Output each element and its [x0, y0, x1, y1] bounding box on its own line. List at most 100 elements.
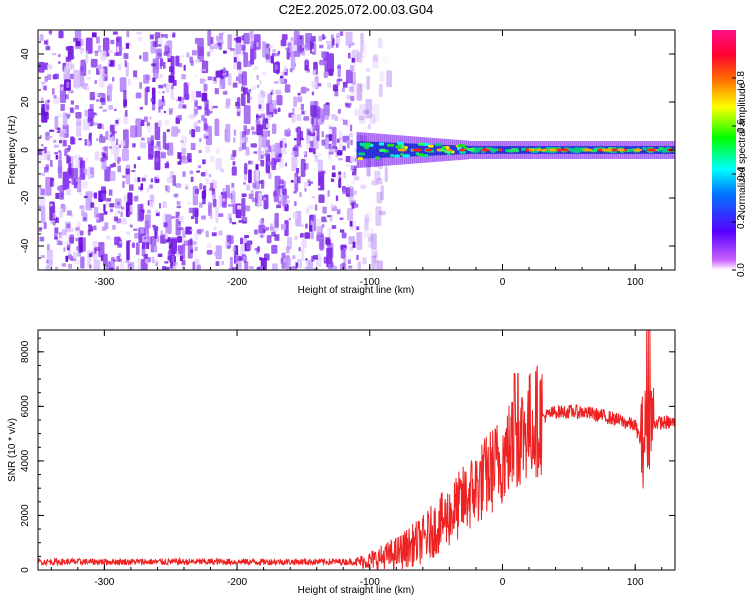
spectrogram-noise-cell — [334, 147, 338, 153]
spectrogram-noise-cell — [285, 246, 290, 254]
spectrogram-noise-cell — [40, 205, 46, 224]
spectrogram-noise-cell — [145, 86, 150, 93]
spectrogram-noise-cell — [180, 140, 184, 143]
colorbar-tick-label: 0.0 — [736, 263, 747, 277]
spectrogram-noise-cell — [258, 104, 262, 109]
spectrogram-noise-cell — [314, 204, 318, 211]
spectrogram-noise-cell — [350, 124, 353, 132]
spectrogram-noise-cell — [338, 158, 343, 161]
spectrogram-noise-cell — [136, 31, 142, 35]
snr-plot-area — [38, 330, 675, 570]
spectrogram-noise-cell — [285, 47, 291, 51]
spectrogram-noise-cell — [367, 123, 372, 130]
spectrogram-noise-cell — [321, 51, 326, 58]
spectrogram-noise-cell — [241, 254, 247, 257]
spectrogram-noise-cell — [346, 94, 352, 100]
spectrogram-noise-cell — [165, 143, 170, 150]
spectrogram-noise-cell — [232, 150, 237, 157]
spectrogram-noise-cell — [107, 59, 111, 64]
spectrogram-noise-cell — [338, 147, 341, 150]
spectrogram-noise-cell — [339, 229, 345, 233]
spectrogram-noise-cell — [350, 165, 355, 170]
spectrogram-signal-streak — [490, 148, 499, 152]
spectrogram-noise-cell — [246, 128, 251, 133]
spectrogram-noise-cell — [278, 153, 283, 158]
spectrogram-noise-cell — [93, 192, 98, 199]
spectrogram-noise-cell — [231, 182, 235, 189]
spectrogram-noise-cell — [65, 46, 70, 51]
spectrogram-noise-cell — [68, 263, 73, 269]
spectrogram-noise-cell — [41, 84, 44, 88]
spectrogram-noise-cell — [60, 208, 64, 215]
spectrogram-noise-cell — [347, 259, 351, 264]
spectrogram-noise-cell — [290, 37, 294, 41]
spectrogram-noise-cell — [60, 87, 64, 91]
spectrogram-noise-cell — [165, 214, 172, 234]
spectrogram-noise-cell — [180, 55, 185, 58]
spectrogram-noise-cell — [41, 150, 45, 155]
spectrogram-noise-cell — [187, 159, 192, 163]
spectrogram-noise-cell — [242, 137, 248, 142]
spectrogram-noise-cell — [54, 129, 59, 132]
spectrogram-noise-cell — [150, 135, 154, 142]
spectrogram-noise-cell — [77, 185, 80, 190]
spectrogram-noise-cell — [61, 229, 67, 236]
spectrogram-noise-cell — [223, 67, 226, 73]
spectrogram-noise-cell — [284, 162, 288, 167]
spectrogram-noise-cell — [94, 52, 99, 57]
spectrogram-noise-cell — [313, 268, 318, 270]
spectrogram-noise-cell — [364, 217, 371, 223]
spectrogram-noise-cell — [117, 201, 120, 206]
spectrogram-noise-cell — [258, 79, 262, 85]
spectrogram-noise-cell — [80, 66, 84, 72]
spectrogram-noise-cell — [276, 204, 281, 209]
spectrogram-noise-cell — [55, 266, 59, 270]
spectrogram-noise-cell — [241, 193, 247, 198]
spectrogram-noise-cell — [110, 39, 115, 45]
spectrogram-noise-cell — [146, 122, 150, 127]
spectrogram-noise-cell — [158, 44, 162, 47]
spectrogram-noise-cell — [165, 185, 168, 191]
spectrogram-noise-cell — [86, 77, 91, 80]
spectrogram-noise-cell — [348, 44, 351, 49]
spectrogram-noise-cell — [281, 72, 285, 78]
spectrogram-noise-cell — [345, 187, 351, 197]
spectrogram-noise-cell — [189, 170, 194, 175]
spectrogram-noise-cell — [121, 218, 127, 225]
spectrogram-noise-cell — [336, 37, 341, 44]
spectrogram-noise-cell — [141, 119, 145, 127]
spectrogram-noise-cell — [260, 159, 265, 167]
spectrogram-noise-cell — [135, 92, 142, 99]
spectrogram-noise-cell — [89, 91, 96, 101]
spectrogram-noise-cell — [233, 38, 238, 41]
spectrogram-noise-cell — [275, 89, 282, 95]
spectrogram-noise-cell — [204, 123, 209, 130]
spectrogram-noise-cell — [156, 235, 160, 243]
spectrogram-noise-cell — [210, 155, 215, 163]
spectrogram-noise-cell — [100, 255, 104, 262]
spectrogram-noise-cell — [212, 105, 218, 109]
spectrogram-noise-cell — [261, 101, 264, 104]
spectrogram-noise-cell — [102, 153, 107, 158]
spectrogram-noise-cell — [165, 33, 168, 39]
spectrogram-noise-cell — [178, 63, 183, 68]
snr-x-ticks: -300 -200 -100 0 100 — [50, 330, 663, 588]
spectrogram-noise-cell — [369, 113, 376, 125]
spectrogram-noise-cell — [194, 75, 198, 78]
spectrogram-noise-cell — [313, 255, 318, 259]
spectrogram-noise-cell — [326, 41, 331, 44]
spectrogram-noise-cell — [113, 131, 117, 134]
spectrogram-noise-cell — [148, 154, 153, 159]
spectrogram-noise-cell — [234, 255, 240, 261]
spectrogram-noise-cell — [282, 188, 287, 196]
spectrogram-noise-cell — [151, 104, 156, 111]
spectrogram-noise-cell — [229, 217, 232, 224]
spectrogram-noise-cell — [337, 108, 341, 114]
spectrogram-x-label: Height of straight line (km) — [298, 285, 415, 296]
spectrogram-noise-cell — [222, 187, 225, 193]
spectrogram-noise-cell — [342, 119, 348, 125]
spectrogram-noise-cell — [336, 138, 340, 143]
spectrogram-noise-cell — [71, 167, 78, 185]
spectrogram-noise-cell — [209, 187, 214, 191]
